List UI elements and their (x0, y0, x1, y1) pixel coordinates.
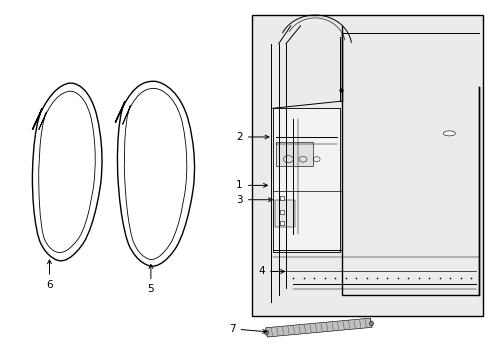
Text: 7: 7 (228, 324, 266, 334)
Bar (279, 211, 284, 214)
Text: 2: 2 (236, 132, 268, 142)
Bar (275, 200, 294, 226)
Bar (251, 15, 483, 316)
Ellipse shape (442, 131, 454, 136)
Text: 6: 6 (46, 260, 53, 290)
Bar (279, 196, 284, 200)
Bar (272, 108, 339, 252)
Bar (279, 221, 284, 225)
Bar (276, 142, 312, 166)
Polygon shape (265, 318, 371, 337)
Text: 5: 5 (147, 265, 154, 294)
Text: 3: 3 (236, 195, 272, 205)
Text: 1: 1 (236, 180, 267, 190)
Text: 4: 4 (258, 266, 284, 276)
